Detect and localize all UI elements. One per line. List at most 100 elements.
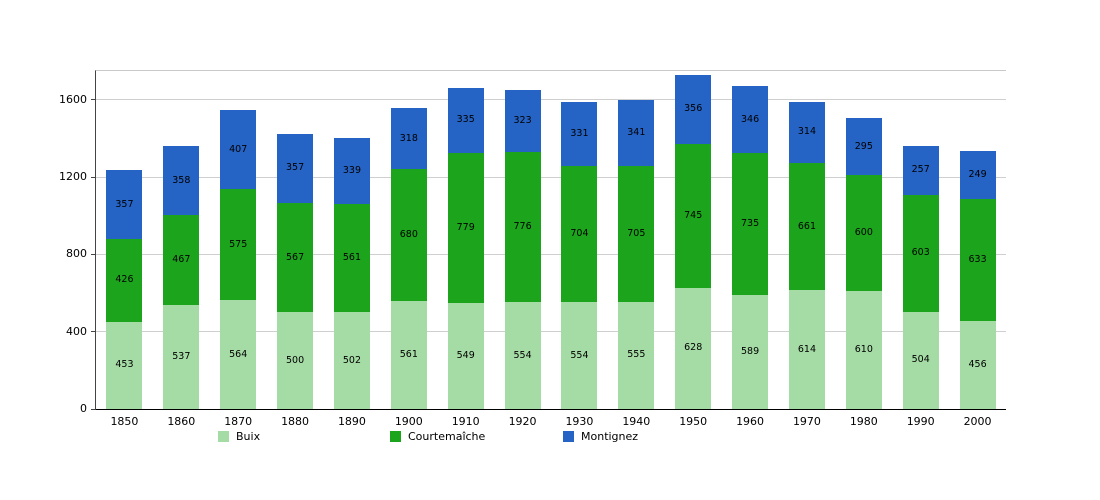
- bar-value-label: 323: [513, 114, 532, 126]
- bar-segment-montignez-1930: 331: [561, 102, 598, 167]
- bar-value-label: 426: [115, 274, 134, 286]
- x-axis-label-1980: 1980: [849, 415, 878, 428]
- bar-segment-courtemaiche-1950: 745: [675, 143, 712, 288]
- bar-segment-montignez-1970: 314: [788, 102, 825, 163]
- bar-value-label: 779: [456, 221, 475, 233]
- bar-value-label: 357: [115, 198, 134, 210]
- bar-segment-buix-1890: 502: [333, 312, 370, 409]
- x-axis-label-2000: 2000: [963, 415, 992, 428]
- bar-value-label: 554: [570, 349, 589, 361]
- bar-value-label: 318: [399, 132, 418, 144]
- bar-segment-courtemaiche-1910: 779: [447, 152, 484, 303]
- bar-value-label: 357: [285, 162, 305, 174]
- legend-item-courtemaiche: Courtemaîche: [390, 430, 485, 443]
- bar-segment-montignez-1880: 357: [277, 133, 314, 203]
- bar-segment-buix-1990: 504: [902, 311, 939, 409]
- bar-segment-courtemaiche-1900: 680: [390, 169, 427, 301]
- x-axis-label-1910: 1910: [451, 415, 480, 428]
- bar-segment-buix-1980: 610: [845, 291, 882, 409]
- bar-segment-buix-1850: 453: [106, 321, 143, 409]
- bar-value-label: 776: [513, 221, 532, 233]
- gridline-1600: [96, 99, 1006, 101]
- bar-segment-buix-1920: 554: [504, 302, 541, 409]
- bar-value-label: 249: [968, 168, 987, 180]
- legend-swatch-montignez: [563, 431, 574, 442]
- chart-legend: Buix Courtemaîche Montignez: [0, 430, 1100, 450]
- bar-value-label: 339: [342, 164, 361, 176]
- bar-segment-courtemaiche-1860: 467: [163, 215, 200, 306]
- y-axis-label: 400: [66, 324, 87, 338]
- x-axis-label-1960: 1960: [736, 415, 765, 428]
- bar-segment-buix-1970: 614: [788, 290, 825, 409]
- bar-segment-montignez-1850: 357: [106, 170, 143, 240]
- bar-value-label: 453: [115, 359, 134, 371]
- y-axis-tick: [91, 331, 96, 333]
- y-axis-tick: [91, 99, 96, 101]
- bar-value-label: 346: [740, 113, 760, 125]
- y-axis-label: 0: [80, 402, 87, 415]
- bar-segment-montignez-1870: 407: [220, 110, 257, 190]
- y-axis-tick: [91, 176, 96, 178]
- bar-segment-montignez-1960: 346: [732, 86, 769, 154]
- bar-segment-buix-2000: 456: [959, 320, 996, 409]
- bar-value-label: 407: [229, 143, 248, 155]
- bar-value-label: 680: [399, 228, 418, 240]
- y-axis-label: 800: [66, 247, 87, 261]
- bar-value-label: 705: [627, 227, 646, 239]
- bar-segment-courtemaiche-1960: 735: [732, 153, 769, 296]
- bar-segment-montignez-1920: 323: [504, 89, 541, 153]
- bar-value-label: 610: [854, 344, 873, 356]
- x-axis-label-1850: 1850: [110, 415, 139, 428]
- bar-value-label: 257: [911, 164, 930, 176]
- bar-segment-montignez-1860: 358: [163, 145, 200, 216]
- bar-value-label: 575: [229, 238, 248, 250]
- bar-segment-montignez-1900: 318: [390, 107, 427, 170]
- bar-segment-montignez-1940: 341: [618, 99, 655, 166]
- x-axis-label-1930: 1930: [565, 415, 594, 428]
- x-axis-label-1900: 1900: [394, 415, 423, 428]
- bar-segment-buix-1900: 561: [390, 300, 427, 409]
- bar-segment-courtemaiche-1940: 705: [618, 165, 655, 302]
- bar-segment-courtemaiche-1890: 561: [333, 203, 370, 313]
- bar-segment-montignez-1890: 339: [333, 138, 370, 204]
- bar-segment-courtemaiche-1920: 776: [504, 152, 541, 302]
- y-axis-tick: [91, 253, 96, 255]
- bar-value-label: 614: [797, 343, 816, 355]
- bar-segment-buix-1860: 537: [163, 305, 200, 409]
- bar-value-label: 331: [570, 128, 589, 140]
- bar-segment-buix-1910: 549: [447, 302, 484, 409]
- bar-value-label: 561: [342, 251, 361, 263]
- bar-value-label: 704: [570, 228, 589, 240]
- bar-segment-buix-1940: 555: [618, 301, 655, 409]
- y-axis-label: 1600: [59, 92, 87, 106]
- y-axis-label: 1200: [59, 170, 87, 184]
- bar-value-label: 561: [399, 348, 418, 360]
- bar-value-label: 537: [172, 351, 191, 363]
- x-axis-label-1990: 1990: [906, 415, 935, 428]
- bar-value-label: 314: [797, 126, 816, 138]
- bar-value-label: 555: [627, 349, 646, 361]
- legend-swatch-buix: [218, 431, 229, 442]
- bar-value-label: 295: [854, 140, 873, 152]
- bar-segment-montignez-1990: 257: [902, 145, 939, 196]
- bar-segment-montignez-2000: 249: [959, 150, 996, 199]
- bar-value-label: 589: [740, 346, 760, 358]
- legend-label-buix: Buix: [236, 430, 261, 443]
- bar-value-label: 504: [911, 354, 930, 366]
- bar-segment-courtemaiche-1930: 704: [561, 166, 598, 302]
- bar-segment-courtemaiche-1850: 426: [106, 239, 143, 322]
- bar-segment-buix-1950: 628: [675, 287, 712, 409]
- bar-segment-buix-1870: 564: [220, 300, 257, 409]
- bar-segment-montignez-1980: 295: [845, 118, 882, 176]
- bar-value-label: 500: [285, 354, 305, 366]
- legend-label-montignez: Montignez: [581, 430, 639, 443]
- bar-value-label: 564: [229, 348, 248, 360]
- bar-value-label: 735: [740, 218, 760, 230]
- bar-segment-montignez-1910: 335: [447, 87, 484, 153]
- bar-segment-buix-1880: 500: [277, 312, 314, 409]
- bar-value-label: 567: [285, 251, 305, 263]
- legend-swatch-courtemaiche: [390, 431, 401, 442]
- bar-value-label: 467: [172, 254, 191, 266]
- bar-segment-courtemaiche-1870: 575: [220, 189, 257, 301]
- legend-item-buix: Buix: [218, 430, 260, 443]
